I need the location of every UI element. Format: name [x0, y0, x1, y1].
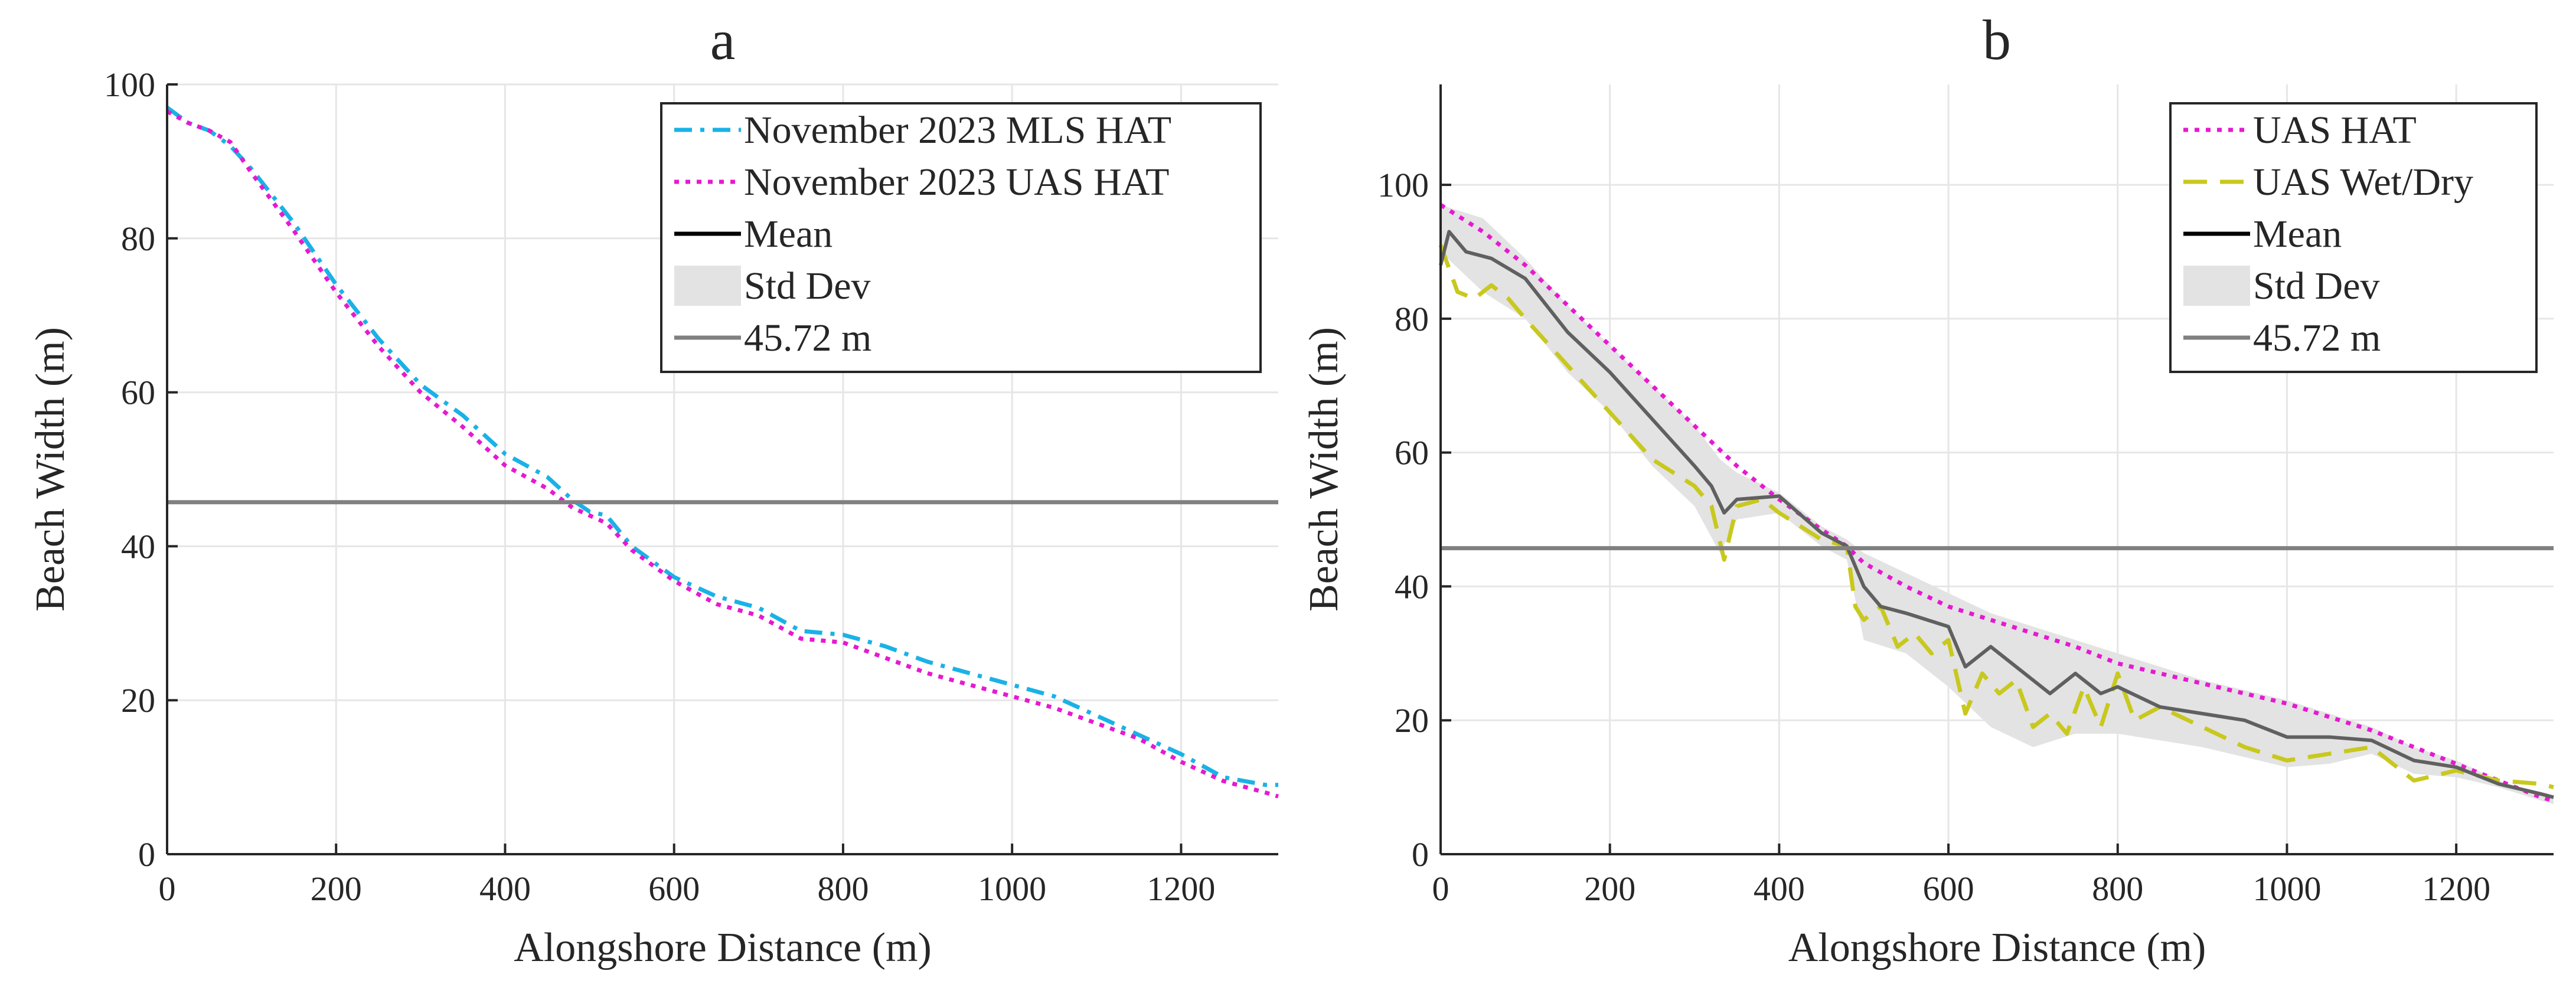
x-tick-label: 200 [311, 870, 362, 908]
legend-swatch-std-dev [2183, 266, 2250, 306]
x-tick-label: 1000 [2252, 870, 2321, 908]
y-tick-label: 100 [1377, 166, 1429, 204]
std-dev-band [1441, 205, 2554, 804]
x-tick-label: 600 [648, 870, 700, 908]
x-tick-label: 0 [159, 870, 176, 908]
x-tick-label: 400 [1754, 870, 1805, 908]
series-line-november-2023-uas-hat [166, 109, 1279, 799]
x-tick-label: 800 [2092, 870, 2143, 908]
legend-label: Mean [744, 213, 832, 256]
legend-swatch-std-dev [674, 266, 741, 306]
legend-box [660, 102, 1262, 373]
legend-label: Std Dev [2253, 264, 2380, 308]
y-tick-label: 40 [121, 527, 155, 566]
y-tick-label: 0 [1412, 835, 1429, 874]
y-axis-label: Beach Width (m) [28, 327, 73, 612]
chart-panel-a: 0 200 400 600 800 1000 1200 0 20 40 60 80 100 Alongsh… [28, 8, 1279, 970]
y-tick-label: 80 [121, 220, 155, 258]
legend-box [2169, 102, 2538, 373]
legend-label: 45.72 m [2253, 316, 2381, 359]
legend: November 2023 MLS HAT November 2023 UAS H… [660, 102, 1262, 373]
series-line-november-2023-mls-hat [165, 106, 1278, 787]
y-tick-label: 60 [1395, 434, 1429, 472]
legend-label: UAS Wet/Dry [2253, 161, 2473, 204]
x-axis-label: Alongshore Distance (m) [1788, 925, 2206, 970]
y-tick-label: 100 [104, 66, 155, 104]
y-tick-label: 20 [1395, 701, 1429, 740]
y-tick-label: 60 [121, 374, 155, 412]
legend-label: Mean [2253, 213, 2342, 256]
series-line-mean [1439, 230, 2554, 799]
y-tick-label: 40 [1395, 567, 1429, 606]
series-line-uas-wet-dry [1438, 244, 2554, 789]
series-line-uas-hat [1439, 203, 2554, 803]
legend-label: November 2023 UAS HAT [744, 161, 1169, 204]
y-tick-label: 80 [1395, 300, 1429, 338]
x-tick-label: 0 [1432, 870, 1449, 908]
x-tick-label: 400 [479, 870, 531, 908]
x-tick-label: 1200 [1147, 870, 1215, 908]
x-tick-label: 600 [1923, 870, 1974, 908]
panel-title: b [1983, 8, 2011, 71]
x-tick-label: 200 [1584, 870, 1635, 908]
y-tick-label: 20 [121, 681, 155, 720]
legend-label: UAS HAT [2253, 109, 2417, 152]
legend-label: 45.72 m [744, 316, 871, 359]
x-axis-label: Alongshore Distance (m) [514, 925, 932, 970]
chart-panel-b: 0 200 400 600 800 1000 1200 0 20 40 60 80 100 Alongsh… [1301, 8, 2554, 970]
legend: UAS HAT UAS Wet/Dry Mean Std Dev 45.72 m [2169, 102, 2538, 373]
y-tick-label: 0 [138, 835, 155, 874]
x-tick-label: 1000 [978, 870, 1046, 908]
x-tick-label: 1200 [2422, 870, 2490, 908]
legend-label: November 2023 MLS HAT [744, 109, 1171, 152]
x-tick-label: 800 [817, 870, 869, 908]
y-axis-label: Beach Width (m) [1301, 327, 1347, 612]
legend-label: Std Dev [744, 264, 871, 308]
panel-title: a [710, 8, 736, 71]
